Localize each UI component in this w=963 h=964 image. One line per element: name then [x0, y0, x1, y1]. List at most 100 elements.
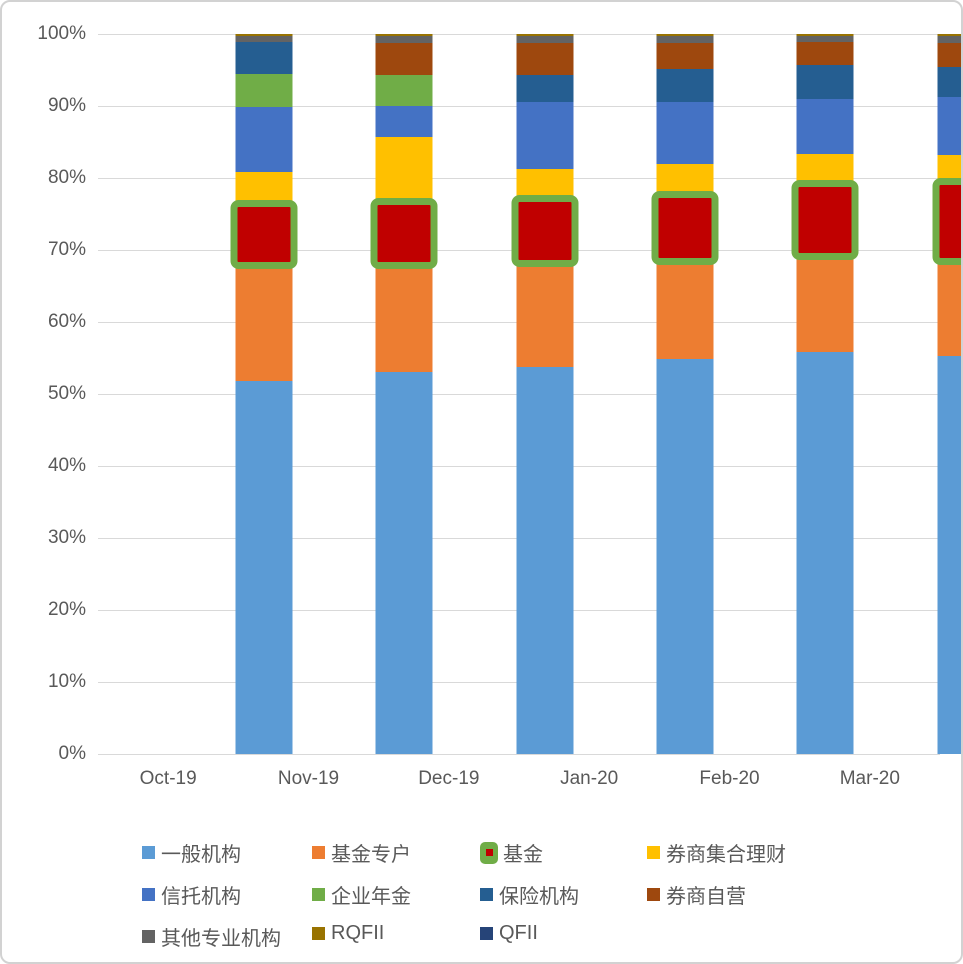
bar-segment-信托机构	[656, 101, 714, 164]
bar-segment-券商集合理财	[516, 169, 574, 200]
bar-segment-其他专业机构	[796, 36, 854, 42]
y-tick-label: 70%	[47, 239, 86, 260]
x-tick-label-Nov-19: Nov-19	[277, 768, 340, 789]
legend-item-企业年金: 企业年金	[312, 880, 411, 909]
bar-column-Mar-20	[896, 34, 961, 754]
bar-segment-信托机构	[375, 106, 433, 137]
legend-marker-icon	[142, 888, 155, 901]
bar-segment-一般机构	[656, 358, 714, 754]
bar-segment-RQFII	[375, 34, 433, 37]
highlight-border-基金	[230, 199, 298, 269]
stacked-bar-Mar-20	[932, 34, 961, 754]
stacked-bar-Dec-19	[511, 34, 579, 754]
bar-segment-基金	[656, 196, 714, 261]
legend-label: 其他专业机构	[161, 928, 281, 950]
stacked-bar-Feb-20	[791, 34, 859, 754]
highlight-border-基金	[791, 180, 859, 261]
bar-segment-基金	[937, 183, 961, 261]
bar-segment-券商自营	[937, 42, 961, 68]
legend-item-QFII: QFII	[480, 922, 538, 945]
legend-marker-icon	[480, 841, 498, 864]
bar-segment-其他专业机构	[516, 36, 574, 44]
bar-segment-信托机构	[516, 102, 574, 170]
legend-marker-icon	[312, 846, 325, 859]
legend-item-一般机构: 一般机构	[142, 838, 241, 867]
highlight-border-基金	[370, 198, 438, 270]
legend-label: RQFII	[331, 922, 385, 944]
bar-segment-基金	[235, 204, 293, 264]
bar-segment-企业年金	[235, 73, 293, 107]
legend-label: 券商集合理财	[666, 844, 786, 866]
bar-segment-企业年金	[375, 75, 433, 106]
legend-label: 基金专户	[331, 844, 411, 866]
legend-marker-icon	[312, 927, 325, 940]
legend-marker-icon	[647, 888, 660, 901]
bar-segment-券商集合理财	[235, 172, 293, 205]
stacked-bar-Oct-19	[230, 34, 298, 754]
legend-marker-icon	[142, 846, 155, 859]
x-tick-label-Feb-20: Feb-20	[699, 768, 760, 789]
x-tick-label-Mar-20: Mar-20	[839, 768, 900, 789]
bar-segment-基金专户	[516, 262, 574, 367]
bar-segment-一般机构	[235, 381, 293, 754]
bar-column-Dec-19	[475, 34, 615, 754]
bar-segment-其他专业机构	[375, 36, 433, 44]
bar-segment-券商自营	[516, 43, 574, 76]
bar-segment-保险机构	[656, 68, 714, 102]
bar-segment-RQFII	[656, 34, 714, 37]
y-tick-label: 0%	[58, 743, 86, 764]
bar-segment-基金专户	[796, 255, 854, 352]
bar-segment-保险机构	[796, 64, 854, 99]
bar-column-Oct-19	[194, 34, 334, 754]
bar-segment-其他专业机构	[656, 36, 714, 43]
legend-item-基金: 基金	[480, 838, 543, 867]
bar-segment-信托机构	[235, 106, 293, 173]
highlight-border-基金	[511, 194, 579, 268]
legend-marker-icon	[480, 888, 493, 901]
bar-segment-券商集合理财	[937, 154, 961, 184]
legend-marker-icon	[647, 846, 660, 859]
x-tick-label-Jan-20: Jan-20	[560, 768, 619, 789]
legend-label: 一般机构	[161, 844, 241, 866]
legend-item-信托机构: 信托机构	[142, 880, 241, 909]
gridline-0	[98, 754, 940, 755]
legend-item-RQFII: RQFII	[312, 922, 384, 945]
legend-label: 券商自营	[666, 886, 746, 908]
bar-segment-基金专户	[937, 260, 961, 356]
bar-segment-基金专户	[235, 263, 293, 382]
bar-column-Jan-20	[615, 34, 755, 754]
legend-label: 保险机构	[499, 886, 579, 908]
bar-segment-一般机构	[375, 372, 433, 754]
bar-segment-一般机构	[796, 351, 854, 754]
bar-segment-券商自营	[656, 42, 714, 69]
bar-segment-券商自营	[796, 41, 854, 65]
bar-segment-其他专业机构	[937, 36, 961, 43]
stacked-bar-Nov-19	[370, 34, 438, 754]
legend-item-基金专户: 基金专户	[312, 838, 411, 867]
legend-label: QFII	[499, 922, 538, 944]
stacked-bar-Jan-20	[651, 34, 719, 754]
legend-marker-icon	[480, 927, 493, 940]
bar-segment-基金	[796, 185, 854, 256]
y-tick-label: 30%	[47, 527, 86, 548]
bar-segment-券商集合理财	[796, 153, 854, 186]
bar-segment-券商自营	[375, 43, 433, 76]
legend-label: 基金	[503, 844, 543, 866]
plot-area	[98, 34, 961, 755]
legend-marker-inner-基金	[485, 849, 493, 856]
bar-column-Nov-19	[334, 34, 474, 754]
bar-segment-一般机构	[516, 366, 574, 754]
y-tick-label: 10%	[47, 671, 86, 692]
x-tick-label-Dec-19: Dec-19	[418, 768, 480, 789]
legend-item-券商集合理财: 券商集合理财	[647, 838, 786, 867]
legend-label: 信托机构	[161, 886, 241, 908]
y-tick-label: 50%	[47, 383, 86, 404]
y-tick-label: 40%	[47, 455, 86, 476]
bar-segment-基金专户	[375, 264, 433, 373]
y-tick-label: 60%	[47, 311, 86, 332]
legend-label: 企业年金	[331, 886, 411, 908]
legend-item-其他专业机构: 其他专业机构	[142, 922, 281, 951]
highlight-border-基金	[932, 178, 961, 266]
bar-segment-券商集合理财	[656, 163, 714, 196]
